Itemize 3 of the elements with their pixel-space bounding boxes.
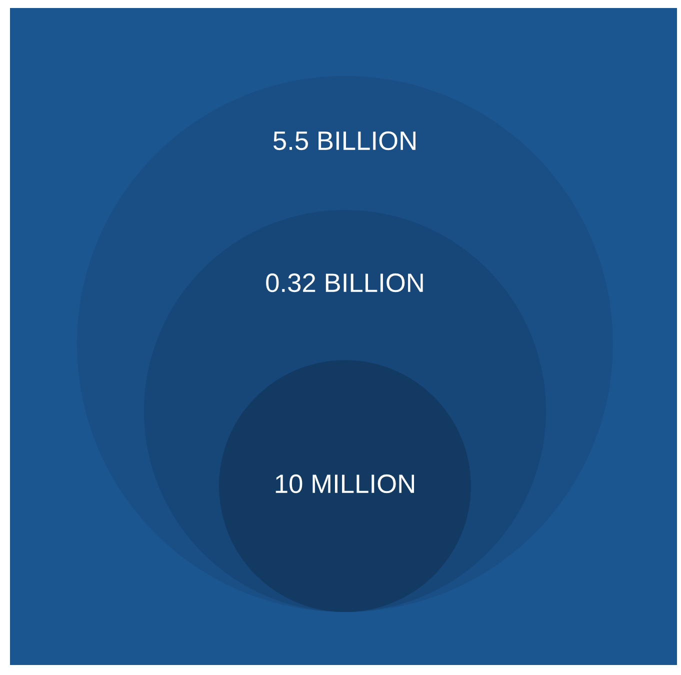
data-label: 0.32 BILLION	[266, 273, 423, 292]
data-label: 5.5 BILLION	[273, 131, 416, 150]
data-label: 10 MILLION	[276, 474, 414, 494]
